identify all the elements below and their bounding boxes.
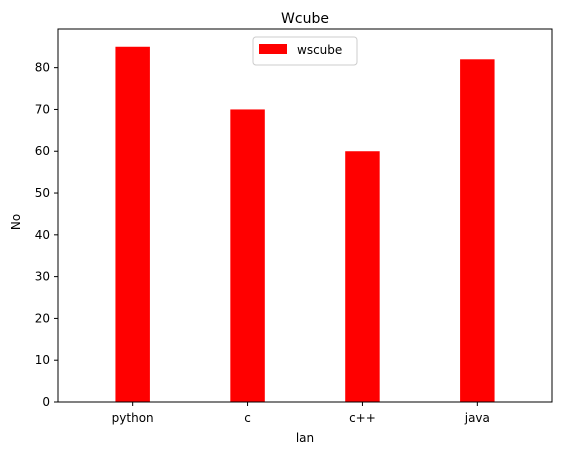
x-tick-label: c	[244, 411, 251, 425]
y-tick-label: 0	[42, 395, 50, 409]
y-tick-label: 60	[35, 144, 50, 158]
y-axis-label: No	[9, 214, 23, 230]
y-tick-label: 70	[35, 102, 50, 116]
bar-java	[460, 59, 495, 403]
plot-area: 0 10 20 30 40 50 60 70 80 python c c++ java	[35, 28, 553, 425]
y-tick-label: 80	[35, 61, 50, 75]
legend-label: wscube	[297, 43, 342, 57]
x-tick-label: c++	[349, 411, 376, 425]
bar-c	[230, 109, 265, 402]
axes-frame	[57, 28, 553, 403]
y-tick-label: 50	[35, 186, 50, 200]
chart-title: Wcube	[281, 11, 329, 27]
x-axis-label: lan	[296, 431, 314, 445]
y-tick-label: 20	[35, 311, 50, 325]
legend-swatch	[259, 44, 287, 54]
x-tick-label: java	[464, 411, 490, 425]
legend: wscube	[252, 36, 358, 66]
bar-python	[115, 46, 150, 402]
y-tick-label: 40	[35, 228, 50, 242]
y-tick-label: 10	[35, 353, 50, 367]
bar-c++	[345, 151, 380, 402]
x-tick-label: python	[112, 411, 154, 425]
y-tick-label: 30	[35, 270, 50, 284]
